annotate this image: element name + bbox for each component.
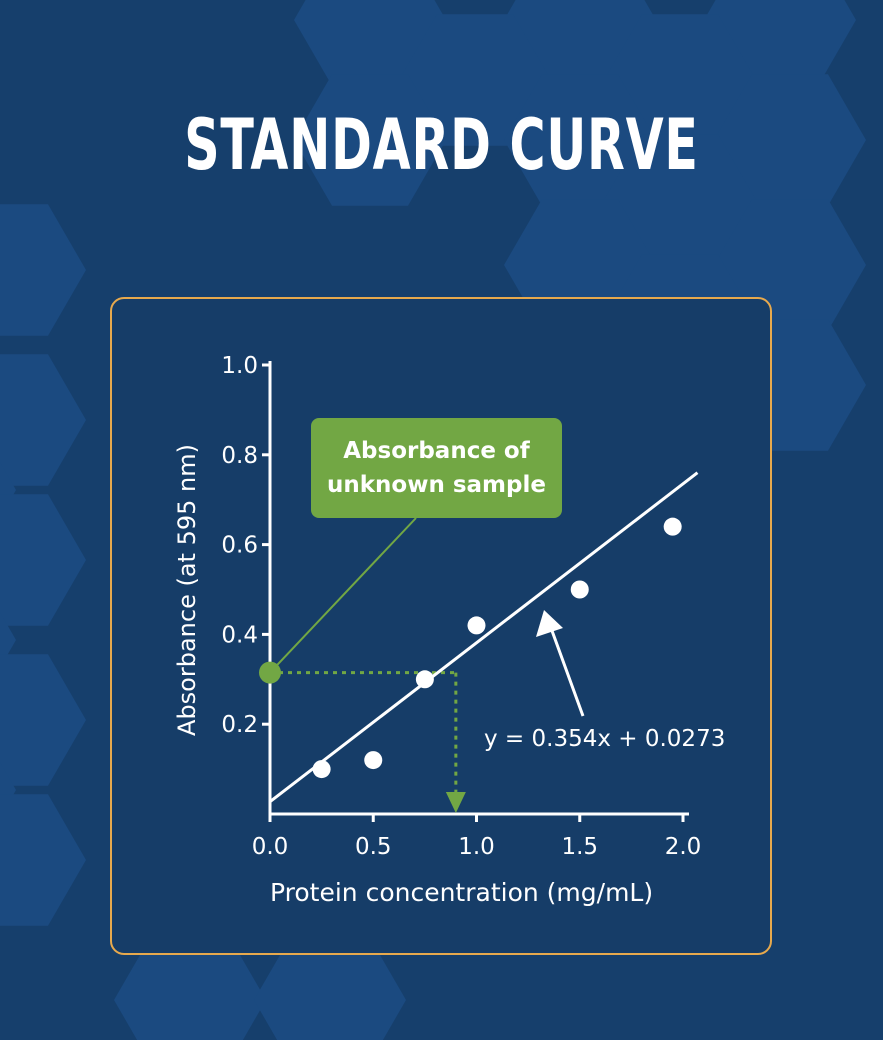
y-tick-label-0: 0.2 xyxy=(221,712,258,738)
data-point-0 xyxy=(312,760,331,779)
x-tick-label-4: 2.0 xyxy=(665,834,702,860)
fit-line-group xyxy=(269,471,699,803)
hexagon-17 xyxy=(0,612,16,668)
hexagon-3 xyxy=(399,14,551,146)
callout-connector xyxy=(269,517,417,674)
data-point-2 xyxy=(415,670,434,689)
x-tick-label-3: 1.5 xyxy=(561,834,598,860)
x-tick-label-1: 0.5 xyxy=(355,834,392,860)
unknown-x-arrowhead xyxy=(445,792,466,813)
data-point-4 xyxy=(570,580,589,599)
unknown-sample-guides xyxy=(259,517,466,813)
hexagon-6 xyxy=(504,74,656,206)
x-tick-label-2: 1.0 xyxy=(458,834,495,860)
hexagon-5 xyxy=(294,74,446,206)
x-axis-label: Protein concentration (mg/mL) xyxy=(270,878,654,907)
y-axis-label: Absorbance (at 595 nm) xyxy=(173,444,201,736)
hexagon-18 xyxy=(0,654,86,786)
hexagon-8 xyxy=(604,134,756,266)
hexagon-22 xyxy=(254,934,406,1040)
axes xyxy=(268,361,689,816)
y-tick-label-3: 0.8 xyxy=(221,443,258,469)
data-points xyxy=(312,517,682,779)
ticks: 0.0 0.5 1.0 1.5 2.0 0.2 0.4 0.6 0.8 1.0 xyxy=(221,353,701,860)
y-tick-label-2: 0.6 xyxy=(221,533,258,559)
y-tick-label-4: 1.0 xyxy=(221,353,258,379)
equation-arrowhead xyxy=(536,610,563,637)
data-point-3 xyxy=(467,616,486,635)
hexagon-21 xyxy=(114,934,266,1040)
fit-line xyxy=(269,471,699,803)
data-point-5 xyxy=(663,517,682,536)
unknown-sample-marker xyxy=(259,661,281,684)
hexagon-4 xyxy=(604,14,756,146)
equation-arrow-shaft xyxy=(549,627,585,717)
x-tick-label-0: 0.0 xyxy=(252,834,289,860)
fit-equation-label: y = 0.354x + 0.0273 xyxy=(484,726,726,752)
data-point-1 xyxy=(364,751,383,770)
hexagon-14 xyxy=(0,354,86,486)
hexagon-20 xyxy=(0,794,86,926)
hexagon-0 xyxy=(294,0,446,86)
chart-panel xyxy=(110,297,772,955)
page-title: STANDARD CURVE xyxy=(184,104,699,186)
hexagon-16 xyxy=(0,494,86,626)
unknown-sample-callout: Absorbance of unknown sample xyxy=(311,418,562,518)
y-tick-label-1: 0.4 xyxy=(221,622,258,648)
equation-arrow-group xyxy=(536,610,585,717)
hexagon-13 xyxy=(0,204,86,336)
hexagon-7 xyxy=(714,74,866,206)
